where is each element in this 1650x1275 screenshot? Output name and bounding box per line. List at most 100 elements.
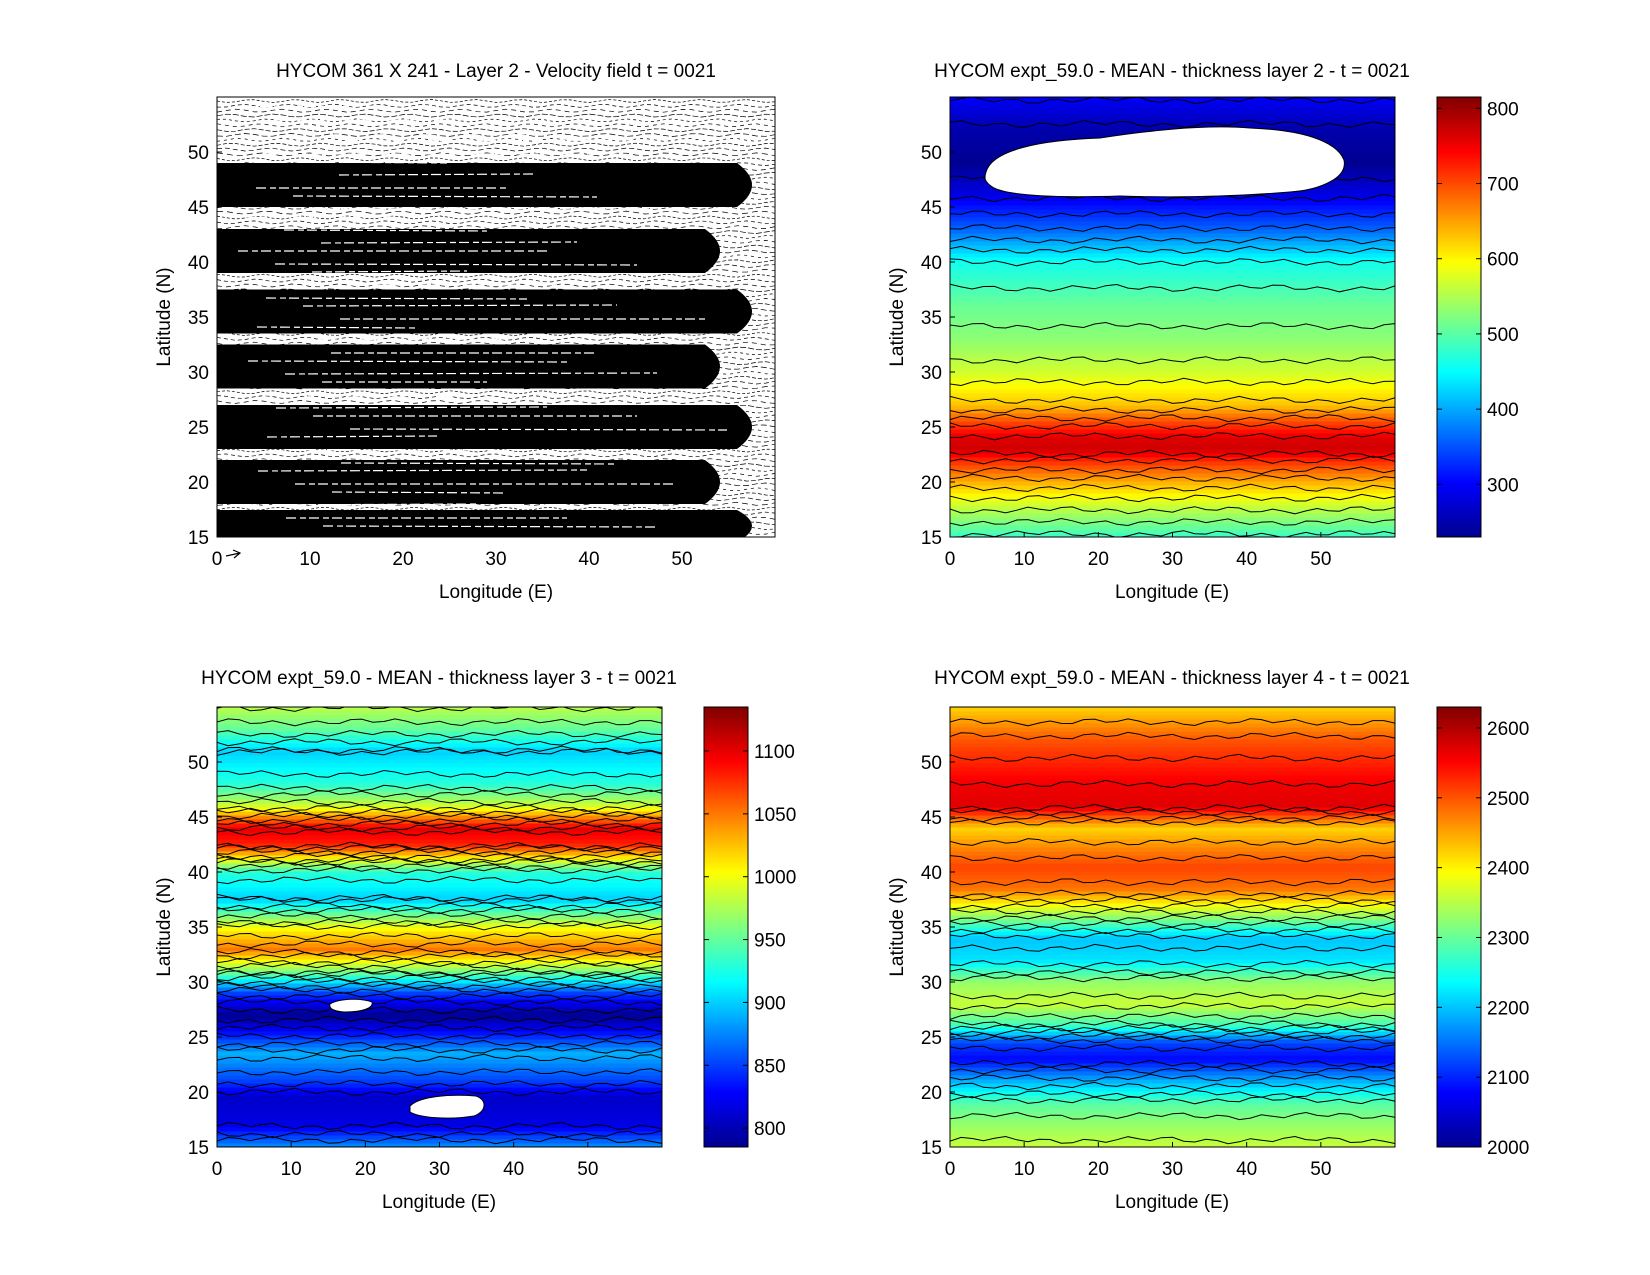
thickness-layer-4-panel: HYCOM expt_59.0 - MEAN - thickness layer… (887, 668, 1529, 1213)
velocity-vector-row (217, 346, 775, 351)
velocity-vector-row (217, 142, 775, 147)
velocity-vector-row (217, 511, 775, 516)
contour-band (950, 926, 1395, 932)
velocity-vector-row (217, 434, 775, 438)
contour-band (950, 750, 1395, 756)
contour-band (950, 272, 1395, 278)
contour-band (950, 1014, 1395, 1020)
contour-band (950, 814, 1395, 820)
velocity-vector-row (217, 128, 775, 132)
velocity-vector-row (217, 468, 775, 472)
contour-line (950, 877, 1395, 887)
contour-line (217, 737, 662, 747)
contour-band (950, 1018, 1395, 1024)
contour-band (950, 1010, 1395, 1016)
y-tick-label: 45 (921, 808, 942, 829)
colorbar-tick-label: 800 (754, 1119, 786, 1140)
velocity-vector-row (217, 526, 775, 530)
contour-line (217, 729, 662, 739)
contour-band (950, 368, 1395, 374)
contour-line (217, 911, 662, 921)
contour-band (950, 707, 1395, 712)
contour-line (217, 922, 662, 931)
x-tick-label: 30 (485, 549, 506, 570)
contour-line (950, 1043, 1395, 1053)
contour-band (950, 938, 1395, 944)
contour-line (950, 889, 1395, 898)
contour-band (950, 304, 1395, 310)
contour-band (950, 766, 1395, 772)
contour-band (950, 1034, 1395, 1040)
contour-band (217, 874, 662, 880)
contour-line (217, 991, 662, 1000)
layer4-contour-lines (950, 718, 1395, 1145)
contour-band (217, 1042, 662, 1048)
velocity-vector-row (217, 220, 775, 225)
contour-band (950, 1050, 1395, 1056)
contour-line (950, 473, 1395, 483)
layer3-chart-title: HYCOM expt_59.0 - MEAN - thickness layer… (201, 668, 677, 689)
contour-line (217, 1005, 662, 1015)
velocity-field-panel: HYCOM 361 X 241 - Layer 2 - Velocity fie… (154, 61, 776, 603)
contour-band (950, 730, 1395, 736)
contour-line (950, 967, 1395, 976)
contour-band (217, 1014, 662, 1020)
contour-band (950, 1046, 1395, 1052)
contour-band (950, 104, 1395, 110)
contour-line (950, 493, 1395, 503)
contour-band (217, 726, 662, 732)
contour-band (217, 1058, 662, 1064)
contour-band (950, 858, 1395, 864)
contour-line (950, 1135, 1395, 1145)
layer3-y-axis-label: Latitude (N) (154, 877, 175, 976)
contour-band (217, 846, 662, 852)
velocity-vector-row (217, 215, 775, 220)
contour-band (950, 902, 1395, 908)
velocity-streak (320, 241, 578, 244)
velocity-streak (347, 139, 648, 142)
contour-line (950, 1019, 1395, 1029)
contour-band (950, 874, 1395, 880)
contour-band (950, 500, 1395, 506)
velocity-vector-row (217, 118, 775, 123)
contour-band (950, 1086, 1395, 1092)
contour-band (950, 782, 1395, 788)
contour-line (217, 931, 662, 941)
contour-line (950, 991, 1395, 1000)
contour-band (950, 1130, 1395, 1136)
contour-band (950, 472, 1395, 478)
velocity-vector-row (217, 380, 775, 385)
velocity-vector-row (217, 429, 775, 433)
contour-band (950, 420, 1395, 426)
contour-band (217, 866, 662, 872)
contour-band (950, 208, 1395, 214)
velocity-vector-row (217, 303, 775, 307)
colorbar-tick-label: 1050 (754, 805, 796, 826)
velocity-chart-title: HYCOM 361 X 241 - Layer 2 - Velocity fie… (276, 61, 716, 82)
contour-band (950, 758, 1395, 764)
contour-band (950, 1090, 1395, 1096)
y-tick-label: 30 (921, 363, 942, 384)
contour-line (950, 210, 1395, 219)
contour-band (217, 894, 662, 900)
layer4-chart-title: HYCOM expt_59.0 - MEAN - thickness layer… (934, 668, 1410, 689)
contour-band (950, 416, 1395, 422)
contour-band (950, 1074, 1395, 1080)
colorbar-tick-label: 400 (1487, 400, 1519, 421)
contour-line (950, 223, 1395, 233)
contour-line (950, 421, 1395, 431)
contour-band (950, 822, 1395, 828)
y-tick-label: 50 (188, 143, 209, 164)
colorbar-gradient (1436, 96, 1482, 538)
contour-band (217, 842, 662, 848)
contour-line (217, 1079, 662, 1089)
contour-band (950, 962, 1395, 968)
velocity-streak (293, 338, 508, 341)
contour-band (217, 778, 662, 784)
contour-band (950, 440, 1395, 446)
contour-band (217, 958, 662, 964)
y-tick-label: 20 (188, 473, 209, 494)
contour-line (217, 827, 662, 837)
velocity-streak (302, 304, 618, 307)
velocity-vector-row (217, 458, 775, 463)
